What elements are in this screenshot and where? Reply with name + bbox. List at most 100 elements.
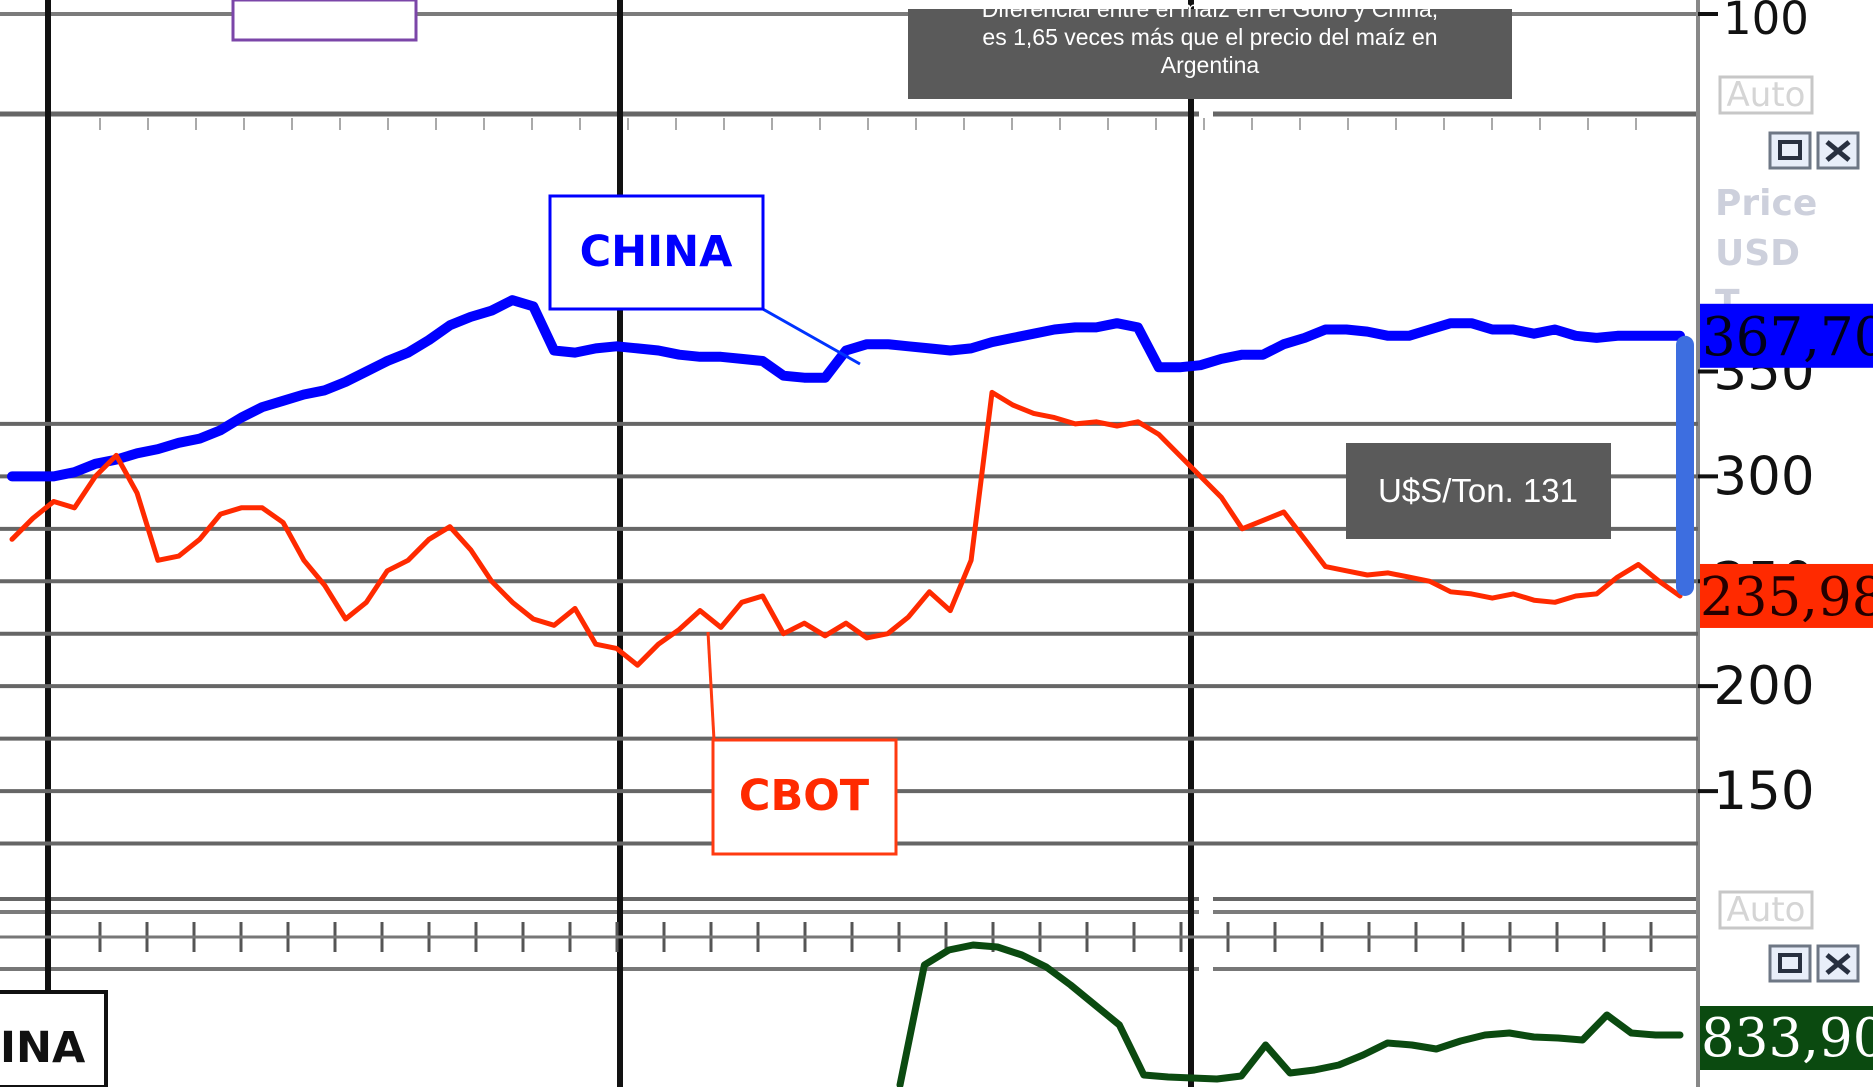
restore-window-icon[interactable] — [1768, 131, 1812, 170]
main-window-controls — [1768, 131, 1860, 170]
spread-note-text: U$S/Ton. 131 — [1378, 472, 1578, 509]
cbot-data-point — [1156, 432, 1162, 437]
cbot-data-point — [1073, 421, 1078, 427]
china-data-point — [968, 345, 974, 352]
spread-note-background — [1346, 443, 1611, 539]
last-value-badges: 367,70 235,98 833,90 — [1700, 303, 1873, 1070]
cbot-data-point — [280, 520, 286, 525]
cbot-data-point — [385, 568, 390, 573]
china-data-point — [50, 473, 57, 480]
china-data-point — [926, 345, 933, 352]
cbot-data-point — [1511, 591, 1516, 597]
restore-window-icon[interactable] — [1768, 944, 1812, 983]
cbot-data-point — [510, 600, 515, 605]
spread-marker-note: U$S/Ton. 131 — [1346, 335, 1694, 596]
china-data-point — [1468, 320, 1475, 327]
cbot-data-point — [1573, 593, 1579, 599]
china-data-point — [322, 387, 328, 394]
cbot-data-point — [1552, 600, 1558, 605]
china-data-point — [1114, 320, 1120, 327]
china-data-point — [92, 461, 99, 467]
bottom-window-controls — [1768, 944, 1860, 983]
china-data-point — [1301, 335, 1308, 341]
bottom-panel-name-label: INA — [0, 990, 108, 1087]
cbot-data-point — [1031, 411, 1036, 416]
china-data-point — [363, 368, 370, 375]
china-data-point — [593, 345, 599, 352]
cbot-data-point — [405, 558, 411, 563]
china-data-point — [1552, 326, 1558, 333]
top-note-line-3: Argentina — [1161, 52, 1260, 78]
top-panel-axis-label: 100 Auto — [1698, 0, 1814, 115]
data-gap — [1199, 0, 1213, 1087]
china-data-point — [759, 358, 766, 364]
main-auto-scale-label: Auto — [1727, 890, 1806, 930]
cbot-series-label: CBOT — [739, 771, 870, 821]
china-data-point — [1593, 335, 1600, 341]
cbot-data-point — [968, 558, 974, 563]
cbot-data-point — [572, 606, 578, 611]
cbot-data-point — [593, 642, 598, 647]
china-data-point — [426, 337, 432, 343]
china-data-point — [1656, 333, 1662, 339]
china-data-point — [947, 347, 954, 354]
cbot-data-point — [1615, 574, 1620, 580]
cbot-data-point — [1135, 419, 1141, 424]
cbot-data-point — [614, 646, 619, 651]
china-data-point — [1260, 351, 1266, 358]
china-data-point — [488, 307, 495, 314]
cbot-data-point — [239, 505, 244, 510]
cbot-data-point — [364, 600, 369, 605]
top-panel-ticks — [99, 118, 1637, 130]
cbot-data-point — [1385, 570, 1391, 576]
cbot-data-point — [948, 608, 953, 613]
china-data-point — [1343, 326, 1350, 333]
china-data-point — [613, 343, 620, 350]
bottom-panel-ticks — [0, 922, 1698, 952]
china-data-point — [1197, 362, 1204, 369]
cbot-data-point — [739, 600, 744, 605]
china-data-point — [551, 347, 557, 354]
cbot-data-point — [1198, 474, 1203, 479]
cbot-data-point — [760, 593, 765, 599]
china-data-point — [1447, 320, 1454, 327]
top-auto-scale-button[interactable] — [1718, 75, 1814, 115]
china-annotation-leader — [760, 306, 861, 366]
cbot-data-point — [1281, 509, 1287, 515]
china-data-point — [259, 404, 266, 410]
china-data-point — [905, 343, 912, 350]
cbot-data-point — [1448, 589, 1453, 594]
close-icon[interactable] — [1816, 944, 1860, 983]
main-auto-scale-button[interactable] — [1718, 890, 1814, 930]
china-data-point — [1176, 364, 1183, 371]
china-data-point — [467, 314, 474, 320]
cbot-data-point — [1636, 562, 1641, 567]
cbot-data-point — [260, 505, 265, 510]
cbot-annotation-box — [711, 738, 898, 856]
cbot-data-point — [635, 663, 640, 668]
china-data-point — [676, 351, 682, 358]
cbot-data-point — [677, 627, 682, 632]
china-data-point — [780, 372, 787, 379]
china-data-point — [1322, 326, 1329, 333]
bottom-label-box — [0, 990, 108, 1087]
close-icon[interactable] — [1816, 131, 1860, 170]
china-data-point — [280, 398, 286, 404]
cbot-data-point — [1531, 598, 1537, 603]
cbot-data-point — [1344, 568, 1349, 573]
china-data-point — [1218, 356, 1225, 362]
china-data-point — [989, 339, 995, 345]
china-series-label: CHINA — [580, 227, 734, 277]
china-data-point — [864, 341, 870, 348]
cbot-data-point — [802, 621, 807, 626]
cbot-data-point — [822, 633, 828, 638]
cbot-data-point — [468, 547, 473, 552]
china-data-point — [1135, 324, 1141, 331]
cbot-last-value: 235,98 — [1700, 567, 1873, 628]
cbot-data-point — [51, 499, 56, 504]
top-auto-scale-label: Auto — [1727, 75, 1806, 115]
cbot-data-point — [885, 631, 890, 636]
price-axis-tick-label: 300 — [1713, 446, 1814, 507]
china-data-point — [884, 341, 891, 348]
china-data-point — [9, 473, 15, 480]
